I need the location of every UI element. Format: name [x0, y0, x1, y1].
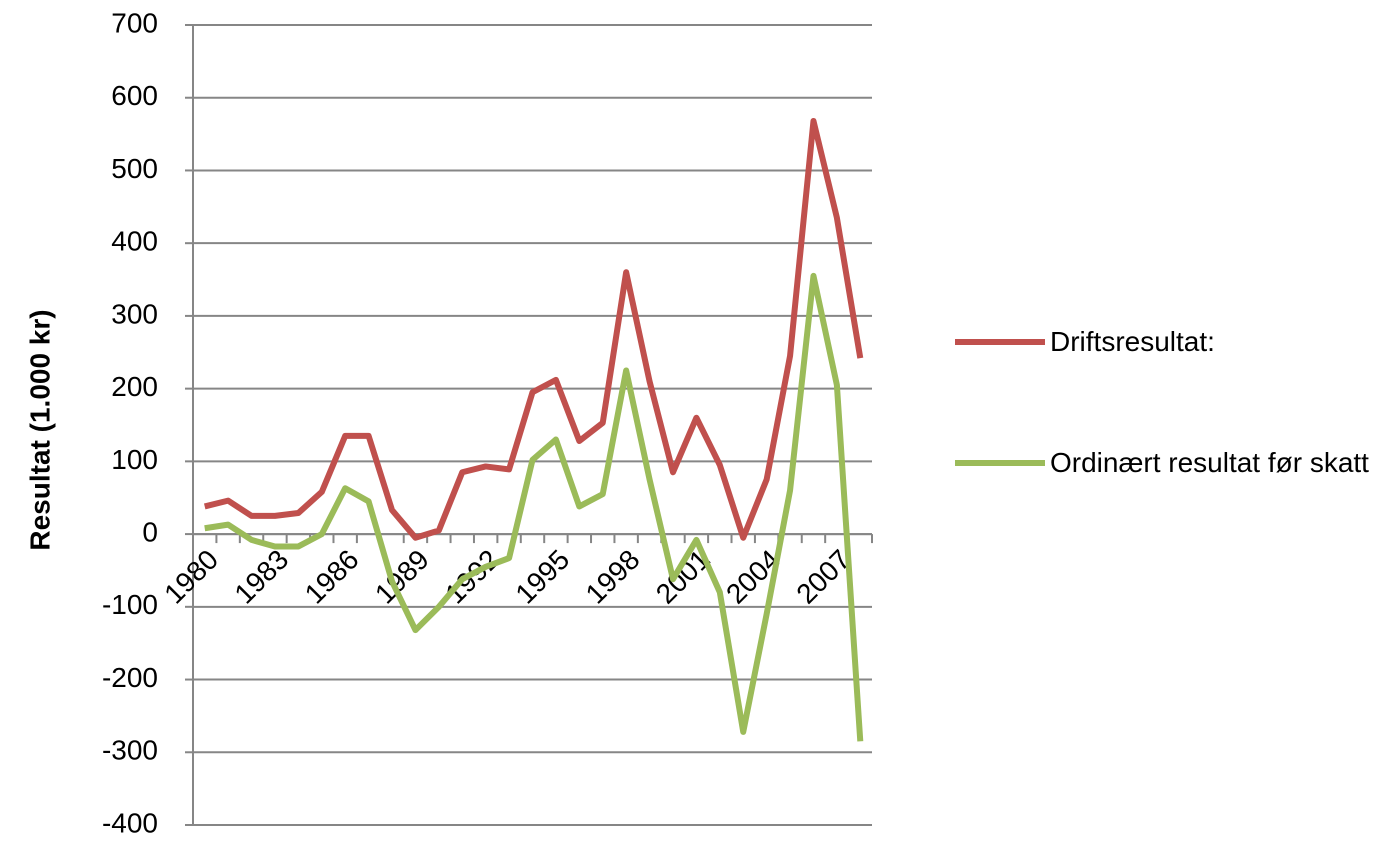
- data-line: [204, 272, 864, 742]
- y-tick-label: -200: [102, 662, 158, 693]
- y-tick-label: -400: [102, 807, 158, 838]
- legend-label: Driftsresultat:: [1050, 326, 1215, 357]
- x-tick-label: 1995: [509, 544, 575, 610]
- x-tick-label: 1998: [580, 544, 646, 610]
- y-tick-label: 100: [111, 444, 158, 475]
- y-tick-label: 700: [111, 7, 158, 38]
- x-tick-label: 1986: [299, 544, 365, 610]
- x-tick-label: 1980: [158, 544, 224, 610]
- y-tick-label: 200: [111, 371, 158, 402]
- y-tick-label: 300: [111, 298, 158, 329]
- y-tick-label: -300: [102, 735, 158, 766]
- x-tick-label: 2001: [650, 544, 716, 610]
- legend-label: Ordinært resultat før skatt: [1050, 447, 1369, 478]
- y-tick-label: 500: [111, 153, 158, 184]
- y-tick-label: -100: [102, 589, 158, 620]
- y-axis-label: Resultat (1.000 kr): [24, 309, 55, 550]
- data-line: [203, 118, 864, 541]
- y-tick-label: 0: [142, 516, 158, 547]
- y-tick-label: 400: [111, 226, 158, 257]
- y-tick-label: 600: [111, 80, 158, 111]
- x-tick-label: 1983: [228, 544, 294, 610]
